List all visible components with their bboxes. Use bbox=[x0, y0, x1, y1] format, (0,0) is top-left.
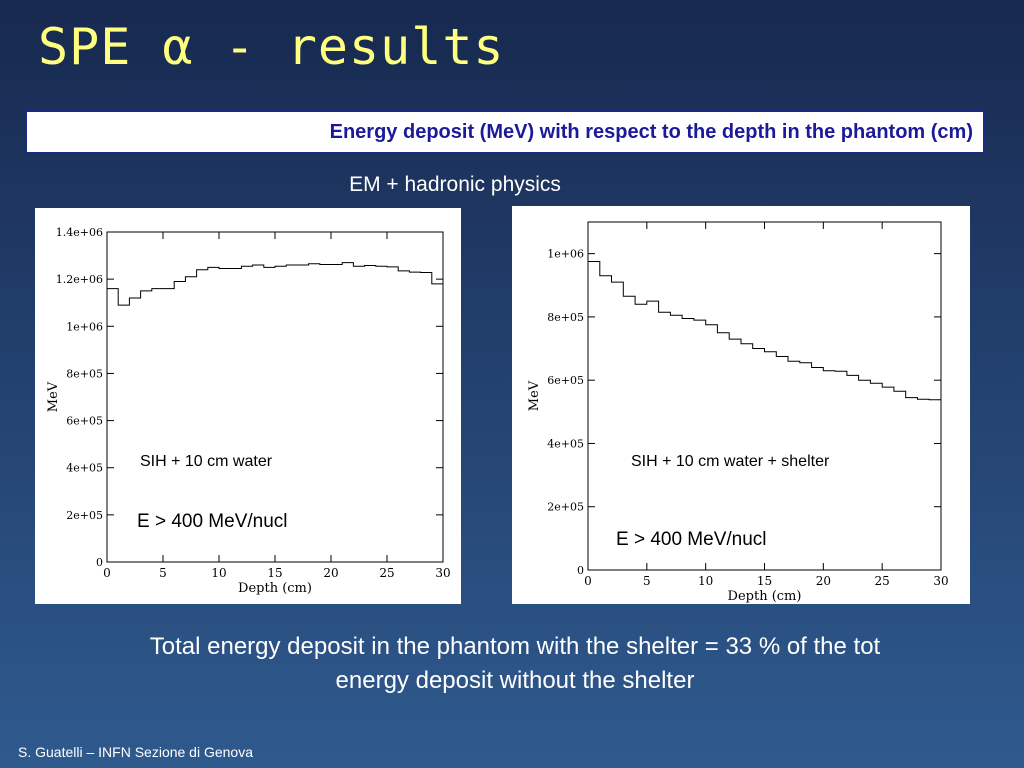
chart1-x-tick-label: 30 bbox=[435, 566, 450, 580]
chart2-x-tick-label: 30 bbox=[933, 574, 948, 588]
chart1-x-tick-label: 25 bbox=[379, 566, 394, 580]
chart1-x-axis-label: Depth (cm) bbox=[238, 581, 312, 596]
chart1-y-tick-label: 1.4e+06 bbox=[56, 226, 103, 239]
chart2-x-tick-label: 20 bbox=[816, 574, 831, 588]
physics-label-row: EM + hadronic physics bbox=[0, 173, 1024, 197]
chart1-y-tick-label: 8e+05 bbox=[66, 367, 103, 380]
chart2-y-tick-label: 6e+05 bbox=[547, 374, 584, 387]
physics-label: EM + hadronic physics bbox=[349, 173, 561, 196]
chart1-y-tick-label: 1.2e+06 bbox=[56, 273, 103, 286]
chart1-x-tick-label: 10 bbox=[211, 566, 226, 580]
chart1-annotation-energy: E > 400 MeV/nucl bbox=[137, 511, 288, 532]
chart-shelter: 0 5 10 15 20 25 30 0 2e+05 4e+05 6e+05 8e+05 1e+06 De… bbox=[527, 221, 949, 604]
chart1-x-tick-label: 0 bbox=[103, 566, 111, 580]
chart2-annotation-energy: E > 400 MeV/nucl bbox=[616, 529, 767, 550]
chart-panel-shelter: 0 5 10 15 20 25 30 0 2e+05 4e+05 6e+05 8e+05 1e+06 De… bbox=[512, 206, 970, 604]
chart2-y-tick-label: 0 bbox=[577, 564, 584, 577]
subtitle-text: Energy deposit (MeV) with respect to the… bbox=[329, 120, 973, 143]
chart1-y-tick-label: 2e+05 bbox=[66, 509, 103, 522]
chart1-x-tick-label: 20 bbox=[323, 566, 338, 580]
chart1-series-line bbox=[107, 262, 443, 306]
chart2-y-tick-label: 4e+05 bbox=[547, 437, 584, 450]
subtitle-box: Energy deposit (MeV) with respect to the… bbox=[25, 110, 985, 154]
footer-author: S. Guatelli – INFN Sezione di Genova bbox=[18, 744, 254, 760]
chart2-x-tick-label: 25 bbox=[875, 574, 890, 588]
chart1-y-tick-label: 4e+05 bbox=[66, 462, 103, 475]
chart2-plot-frame bbox=[587, 221, 942, 571]
chart2-x-tick-label: 10 bbox=[698, 574, 713, 588]
chart2-x-tick-label: 15 bbox=[757, 574, 772, 588]
conclusion-line-1: Total energy deposit in the phantom with… bbox=[149, 633, 881, 660]
chart2-x-tick-label: 5 bbox=[643, 574, 651, 588]
chart1-x-tick-label: 5 bbox=[159, 566, 167, 580]
conclusion-line-2: energy deposit without the shelter bbox=[335, 667, 695, 694]
chart1-y-axis-label: MeV bbox=[46, 381, 61, 412]
chart2-x-tick-label: 0 bbox=[584, 574, 592, 588]
chart1-y-tick-label: 1e+06 bbox=[66, 320, 103, 333]
chart2-series-line bbox=[588, 261, 941, 401]
chart1-y-tick-label: 6e+05 bbox=[66, 415, 103, 428]
chart-no-shelter: 0 5 10 15 20 25 30 0 2e+05 4e+05 6e+05 8e+05 1e+06 1.… bbox=[46, 226, 451, 596]
conclusion-text: Total energy deposit in the phantom with… bbox=[40, 630, 990, 698]
chart2-y-tick-label: 1e+06 bbox=[547, 248, 584, 261]
chart2-x-axis-label: Depth (cm) bbox=[728, 589, 802, 604]
chart1-annotation-config: SIH + 10 cm water bbox=[140, 453, 273, 470]
chart1-y-tick-label: 0 bbox=[96, 556, 103, 569]
chart-panel-no-shelter: 0 5 10 15 20 25 30 0 2e+05 4e+05 6e+05 8e+05 1e+06 1.… bbox=[35, 208, 461, 604]
chart2-y-axis-label: MeV bbox=[527, 380, 542, 411]
chart2-annotation-config: SIH + 10 cm water + shelter bbox=[631, 453, 830, 470]
chart1-x-tick-label: 15 bbox=[267, 566, 282, 580]
chart2-y-tick-label: 2e+05 bbox=[547, 501, 584, 514]
chart2-y-tick-label: 8e+05 bbox=[547, 311, 584, 324]
slide-title: SPE α - results bbox=[38, 18, 505, 76]
